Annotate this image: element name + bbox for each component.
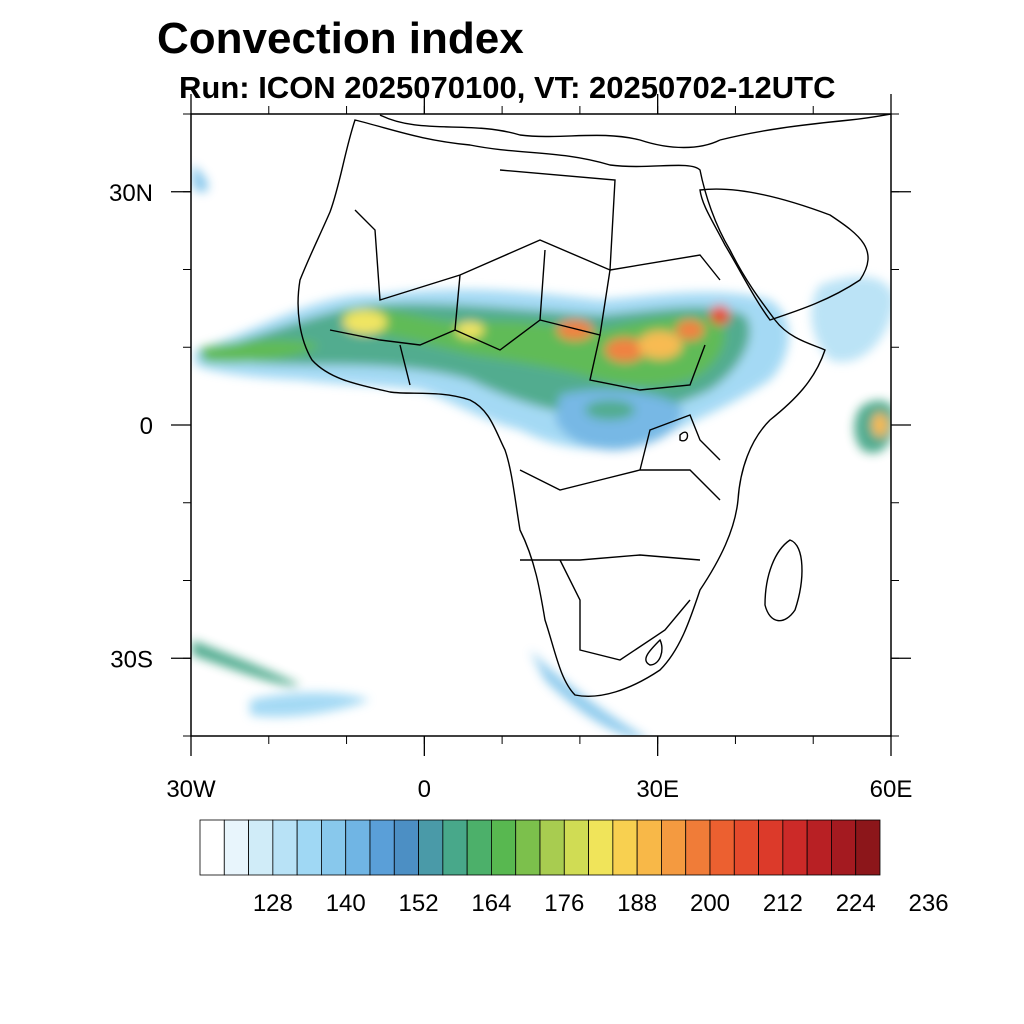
- colorbar-swatch: [661, 819, 687, 876]
- colorbar-swatch: [296, 819, 322, 876]
- colorbar-label: 176: [544, 890, 584, 917]
- map-axes: 30W 0 30E 60E 30N 0 30S: [109, 94, 912, 803]
- lon-tick-label: 30E: [636, 776, 679, 803]
- colorbar-swatch: [321, 819, 347, 876]
- colorbar-label: 224: [836, 890, 876, 917]
- colorbar-swatch: [685, 819, 711, 876]
- colorbar-label: 200: [690, 890, 730, 917]
- colorbar-label: 236: [909, 890, 949, 917]
- lon-tick-label: 0: [418, 776, 431, 803]
- colorbar-swatch: [418, 819, 444, 876]
- colorbar-swatch: [831, 819, 857, 876]
- convection-field: [192, 165, 891, 736]
- colorbar-swatch: [345, 819, 371, 876]
- colorbar-label: 128: [253, 890, 293, 917]
- colorbar-swatch: [442, 819, 468, 876]
- page-title: Convection index: [157, 14, 524, 63]
- colorbar-swatch: [223, 819, 249, 876]
- colorbar-swatch: [539, 819, 565, 876]
- colorbar-swatch: [733, 819, 759, 876]
- colorbar-swatch: [369, 819, 395, 876]
- colorbar-swatch: [782, 819, 808, 876]
- colorbar-label: 188: [617, 890, 657, 917]
- colorbar-swatch: [612, 819, 638, 876]
- colorbar-swatch: [758, 819, 784, 876]
- colorbar-swatch: [393, 819, 419, 876]
- colorbar: 128 140 152 164 176 188 200 212 224 236: [199, 819, 949, 917]
- colorbar-swatch: [248, 819, 274, 876]
- colorbar-swatch: [491, 819, 517, 876]
- colorbar-swatch: [636, 819, 662, 876]
- colorbar-swatch: [199, 819, 225, 876]
- colorbar-swatch: [709, 819, 735, 876]
- colorbar-swatch: [588, 819, 614, 876]
- colorbar-label: 212: [763, 890, 803, 917]
- coastlines: [297, 114, 891, 697]
- lon-tick-label: 60E: [870, 776, 913, 803]
- colorbar-label: 164: [471, 890, 511, 917]
- colorbar-swatch: [563, 819, 589, 876]
- colorbar-swatch: [272, 819, 298, 876]
- lat-tick-label: 30N: [109, 180, 153, 207]
- colorbar-label: 152: [399, 890, 439, 917]
- colorbar-swatch: [806, 819, 832, 876]
- lat-tick-label: 30S: [110, 646, 153, 673]
- colorbar-label: 140: [326, 890, 366, 917]
- colorbar-swatch: [855, 819, 881, 876]
- lat-tick-label: 0: [140, 413, 153, 440]
- page-subtitle: Run: ICON 2025070100, VT: 20250702-12UTC: [179, 70, 836, 105]
- colorbar-swatch: [466, 819, 492, 876]
- colorbar-swatch: [515, 819, 541, 876]
- lon-tick-label: 30W: [166, 776, 216, 803]
